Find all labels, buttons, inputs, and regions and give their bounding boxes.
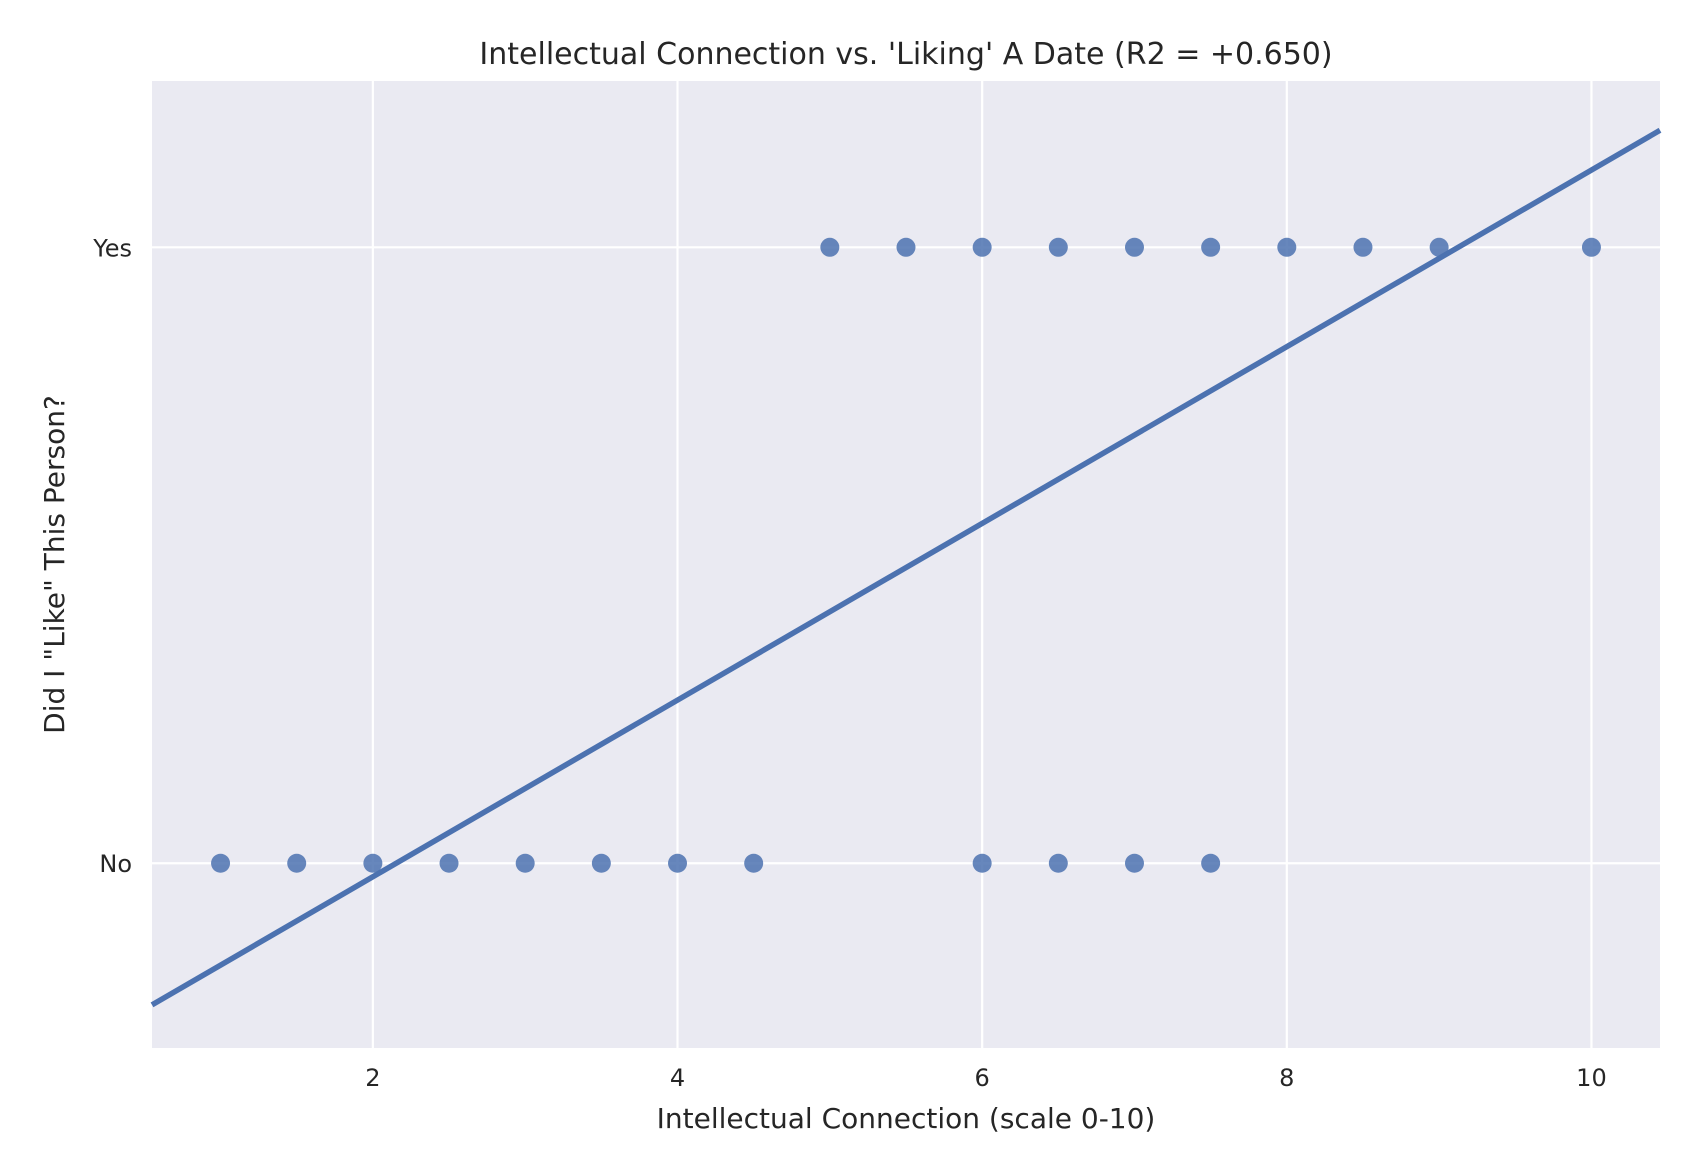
data-point bbox=[211, 853, 231, 873]
tick-labels: 2 4 6 8 10 No Yes bbox=[92, 234, 1606, 1092]
x-axis-label: Intellectual Connection (scale 0-10) bbox=[657, 1102, 1156, 1135]
y-axis-label: Did I "Like" This Person? bbox=[38, 395, 71, 734]
data-point bbox=[515, 853, 535, 873]
data-point bbox=[1048, 853, 1068, 873]
data-point bbox=[972, 853, 992, 873]
data-point bbox=[1277, 237, 1297, 257]
data-point bbox=[1201, 237, 1221, 257]
data-point bbox=[744, 853, 764, 873]
x-tick-label: 2 bbox=[365, 1064, 380, 1092]
data-point bbox=[591, 853, 611, 873]
data-point bbox=[1581, 237, 1601, 257]
data-point bbox=[820, 237, 840, 257]
data-point bbox=[363, 853, 383, 873]
data-point bbox=[1124, 853, 1144, 873]
regression-line-group bbox=[150, 127, 1662, 1008]
data-point bbox=[668, 853, 688, 873]
x-tick-label: 6 bbox=[975, 1064, 990, 1092]
data-point bbox=[1429, 237, 1449, 257]
data-points bbox=[211, 237, 1601, 873]
regression-line bbox=[150, 127, 1662, 1008]
data-point bbox=[1353, 237, 1373, 257]
data-point bbox=[287, 853, 307, 873]
data-point bbox=[1201, 853, 1221, 873]
data-point bbox=[1124, 237, 1144, 257]
y-tick-label: No bbox=[99, 850, 132, 878]
x-tick-label: 4 bbox=[670, 1064, 685, 1092]
data-point bbox=[896, 237, 916, 257]
x-tick-label: 8 bbox=[1279, 1064, 1294, 1092]
chart-title: Intellectual Connection vs. 'Liking' A D… bbox=[479, 37, 1332, 72]
x-tick-label: 10 bbox=[1576, 1064, 1607, 1092]
y-tick-label: Yes bbox=[92, 234, 132, 262]
data-point bbox=[439, 853, 459, 873]
data-point bbox=[972, 237, 992, 257]
data-point bbox=[1048, 237, 1068, 257]
